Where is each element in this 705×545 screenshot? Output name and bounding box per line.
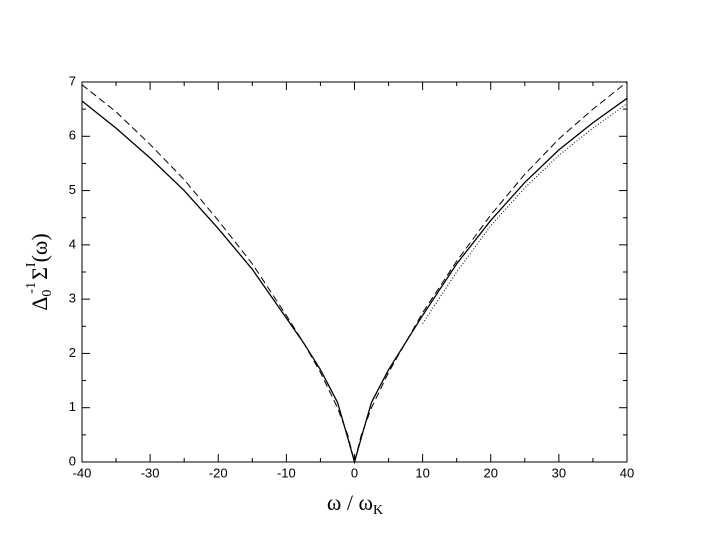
- y-tick-label: 5: [69, 182, 76, 197]
- x-tick-label: -20: [209, 465, 228, 480]
- x-tick-label: 10: [415, 465, 429, 480]
- y-tick-label: 7: [69, 73, 76, 88]
- x-tick-label: 0: [351, 465, 358, 480]
- y-tick-label: 6: [69, 128, 76, 143]
- y-tick-label: 4: [69, 236, 76, 251]
- y-tick-label: 1: [69, 399, 76, 414]
- x-tick-label: -10: [277, 465, 296, 480]
- x-tick-label: -30: [141, 465, 160, 480]
- plot-frame: [81, 81, 628, 463]
- x-axis-label: ω / ωK: [327, 490, 383, 518]
- series-line: [422, 103, 628, 324]
- y-tick-label: 0: [69, 453, 76, 468]
- x-tick-label: 30: [552, 465, 566, 480]
- y-tick-label: 3: [69, 291, 76, 306]
- series-line: [81, 81, 628, 463]
- y-axis-label: Δ0-1ΣI(ω): [24, 233, 55, 310]
- x-tick-label: -40: [73, 465, 92, 480]
- y-tick-label: 2: [69, 345, 76, 360]
- x-tick-label: 40: [620, 465, 634, 480]
- series-line: [81, 97, 628, 465]
- x-tick-label: 20: [484, 465, 498, 480]
